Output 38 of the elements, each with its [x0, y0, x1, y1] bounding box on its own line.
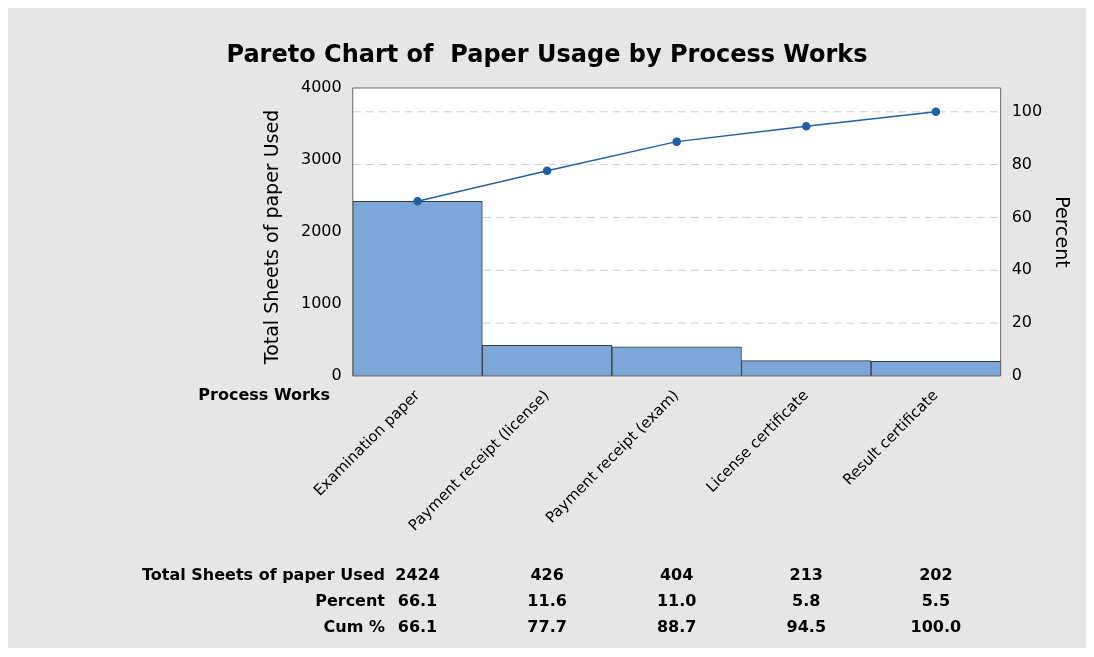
- text: 5.8: [792, 591, 821, 611]
- x-axis-title: Process Works: [198, 385, 330, 405]
- y-axis-title: Total Sheets of paper Used: [259, 109, 282, 366]
- chart-title: Pareto Chart of Paper Usage by Process Works: [226, 40, 868, 69]
- text: 5.5: [921, 591, 951, 611]
- y-tick-label: 0: [331, 365, 342, 385]
- y2-tick-label: 20: [1011, 312, 1033, 332]
- text: Cum %: [323, 617, 385, 637]
- point: [413, 197, 422, 206]
- data-label: 213: [789, 565, 823, 585]
- y2-tick-label: 80: [1011, 153, 1033, 173]
- y2-tick-label: 0: [1011, 365, 1022, 385]
- data-label: 100.0: [910, 617, 962, 637]
- text: 11.0: [656, 591, 697, 611]
- text: Percent: [315, 591, 386, 611]
- data-label: 404: [659, 565, 694, 585]
- data-label: 77.7: [527, 617, 567, 637]
- data-label: 426: [530, 565, 564, 585]
- y-tick-label: 4000: [301, 77, 342, 97]
- y-tick-label: 2000: [301, 221, 342, 241]
- y2-tick-label: 60: [1011, 206, 1033, 226]
- y2-tick-label: 100: [1011, 100, 1043, 120]
- point: [802, 122, 811, 131]
- y2-axis-title: Percent: [1051, 196, 1074, 268]
- data-label: 94.5: [786, 617, 827, 637]
- y-tick-label: 3000: [301, 149, 342, 169]
- text: 66.1: [397, 591, 438, 611]
- text: Total Sheets of paper Used: [142, 565, 385, 585]
- text: 11.6: [527, 591, 567, 611]
- data-label: 2424: [395, 565, 440, 585]
- data-label: 88.7: [656, 617, 697, 637]
- y2-tick-label: 40: [1011, 259, 1033, 279]
- point: [672, 137, 681, 146]
- y-tick-label: 1000: [301, 293, 342, 313]
- point: [542, 166, 552, 175]
- data-label: 202: [919, 565, 953, 585]
- data-label: 66.1: [397, 617, 438, 637]
- point: [931, 107, 941, 117]
